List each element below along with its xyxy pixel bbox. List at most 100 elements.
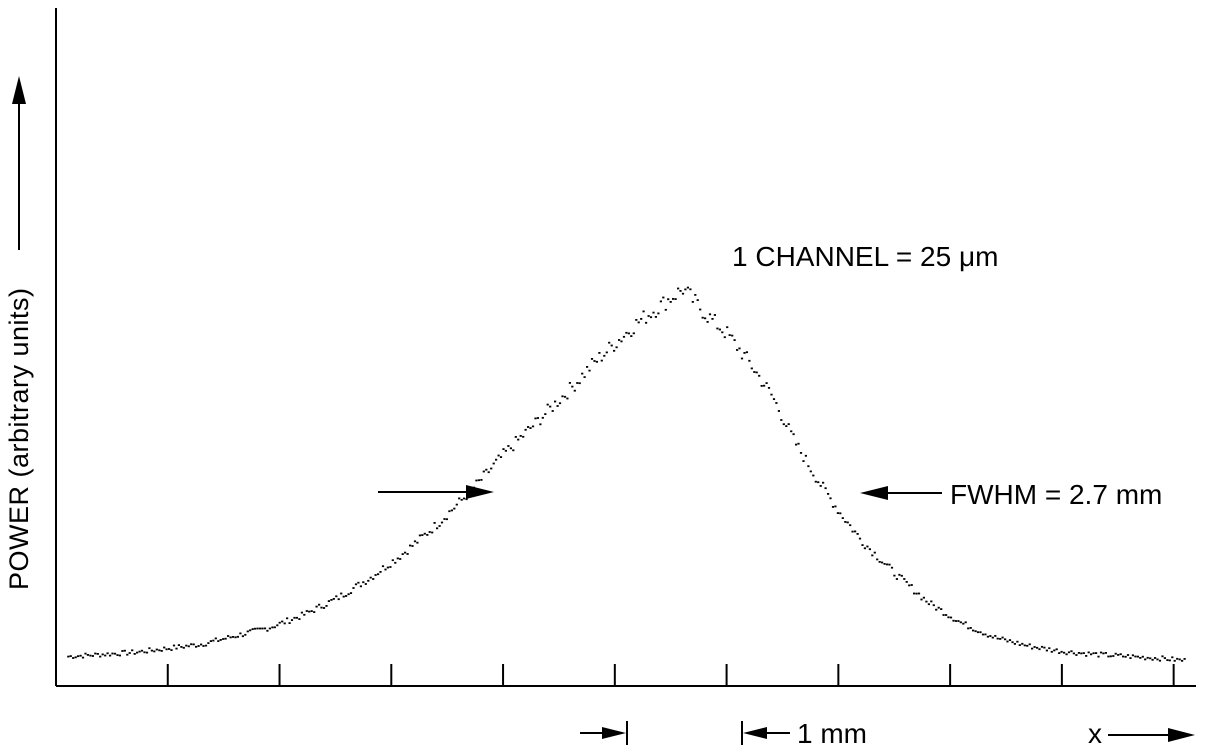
data-point: [898, 573, 901, 576]
data-point: [760, 385, 763, 387]
data-point: [578, 382, 581, 385]
data-point: [182, 646, 185, 649]
data-point: [271, 626, 274, 629]
data-point: [812, 474, 815, 477]
data-point: [313, 611, 316, 613]
data-point: [679, 290, 682, 292]
data-point: [878, 561, 881, 563]
data-point: [718, 328, 721, 331]
data-point: [229, 636, 232, 639]
data-point: [802, 460, 805, 462]
data-point: [325, 605, 328, 607]
data-point: [374, 574, 377, 576]
data-point: [689, 288, 692, 291]
data-point: [625, 331, 628, 334]
data-point: [116, 654, 119, 656]
data-point: [839, 512, 842, 515]
data-point: [900, 574, 903, 577]
data-point: [126, 653, 129, 656]
data-point: [1173, 659, 1176, 662]
data-point: [925, 600, 928, 603]
data-point: [652, 311, 655, 314]
data-point: [200, 643, 203, 646]
data-point: [396, 557, 399, 560]
data-point: [541, 416, 544, 419]
data-point: [649, 316, 653, 319]
data-point: [106, 652, 109, 655]
data-point: [588, 369, 591, 372]
data-point: [514, 436, 517, 438]
data-point: [563, 395, 567, 398]
data-point: [883, 563, 886, 565]
data-point: [851, 530, 854, 533]
data-point: [568, 382, 571, 384]
data-point: [1060, 650, 1063, 653]
data-point: [391, 559, 394, 562]
data-point: [1085, 655, 1088, 657]
data-point: [416, 541, 419, 544]
data-point: [930, 600, 933, 603]
data-point: [519, 435, 522, 437]
data-point: [475, 479, 478, 482]
data-point: [831, 506, 835, 508]
data-point: [1119, 653, 1122, 656]
data-point: [497, 454, 500, 457]
data-point: [536, 417, 539, 419]
data-point: [1102, 652, 1105, 655]
data-point: [254, 627, 257, 630]
data-point: [94, 652, 97, 655]
data-point: [256, 627, 259, 630]
data-point: [576, 382, 579, 384]
data-point: [608, 341, 611, 344]
data-point: [1067, 651, 1071, 654]
data-point: [1006, 640, 1009, 643]
data-point: [618, 339, 621, 341]
data-point: [1097, 655, 1100, 658]
data-point: [448, 510, 451, 513]
data-point: [942, 614, 945, 616]
data-point: [881, 561, 884, 564]
data-point: [394, 561, 397, 564]
data-point: [209, 640, 212, 642]
data-point: [772, 398, 776, 400]
data-point: [613, 349, 616, 352]
data-point: [797, 442, 800, 445]
data-point: [1075, 654, 1078, 656]
x-axis-label: x: [1088, 718, 1102, 747]
data-point: [733, 339, 736, 341]
data-point: [450, 509, 453, 512]
data-point: [143, 651, 146, 654]
data-point: [632, 332, 635, 335]
data-point: [517, 438, 520, 441]
data-points: [67, 286, 1186, 662]
data-point: [726, 326, 729, 329]
data-point: [691, 301, 694, 303]
data-point: [160, 650, 163, 652]
data-point: [1146, 656, 1149, 659]
data-point: [647, 315, 650, 317]
data-point: [259, 627, 262, 630]
data-point: [1099, 651, 1103, 654]
data-point: [1144, 658, 1147, 661]
data-point: [293, 616, 296, 619]
data-point: [308, 610, 311, 613]
data-point: [298, 618, 301, 620]
data-point: [1063, 651, 1066, 654]
data-point: [780, 419, 783, 421]
data-point: [465, 498, 468, 501]
data-point: [386, 566, 389, 569]
data-point: [782, 423, 785, 426]
data-point: [595, 360, 598, 363]
data-point: [981, 633, 985, 636]
data-point: [236, 635, 239, 638]
data-point: [917, 592, 921, 595]
data-point: [534, 417, 537, 420]
data-point: [836, 512, 839, 514]
data-point: [598, 352, 601, 354]
data-point: [566, 397, 569, 400]
data-point: [222, 638, 225, 640]
data-point: [1154, 657, 1157, 659]
data-point: [1126, 654, 1130, 656]
data-point: [1082, 652, 1085, 654]
data-point: [969, 627, 972, 629]
